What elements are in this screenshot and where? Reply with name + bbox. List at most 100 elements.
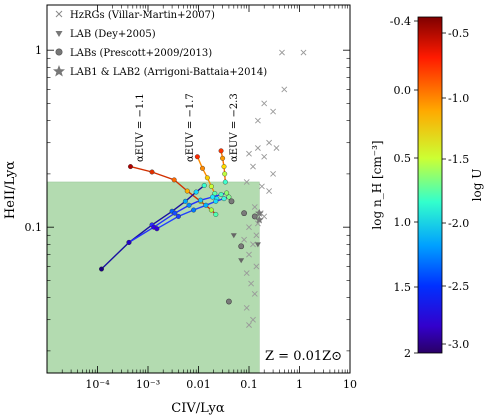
colorbar-right-tick-label: -2.0: [448, 217, 469, 230]
legend: HzRGs (Villar-Martin+2007) LAB (Dey+2005…: [53, 10, 267, 78]
model-track-point: [208, 183, 214, 189]
hzrg-point: [266, 139, 273, 146]
hzrg-point: [246, 224, 252, 231]
model-track-point: [218, 148, 224, 154]
legend-marker-x: [55, 10, 63, 18]
colorbar-left-tick-label: 0.0: [394, 84, 412, 97]
colorbar-right-tick-label: -2.5: [448, 280, 469, 293]
lab-prescott-point: [251, 213, 258, 220]
legend-label-hzrg: HzRGs (Villar-Martin+2007): [70, 10, 215, 21]
colorbar-ticks: -0.4 0.0 0.5 1.0 1.5 2 -0.5 -1.0 -1.5 -2.0 -2.5 -3.…: [390, 15, 469, 360]
hzrg-point: [254, 145, 261, 151]
model-track-point: [191, 207, 197, 213]
colorbar-right-tick-label: -1.0: [448, 92, 469, 105]
hzrg-point: [253, 263, 260, 270]
lab-dey-point: [230, 233, 237, 239]
legend-label-ab: LAB1 & LAB2 (Arrigoni-Battaia+2014): [70, 67, 267, 78]
model-track-point: [175, 213, 181, 219]
colorbar-left-tick-label: 0.5: [394, 152, 412, 165]
colorbar-right-tick-label: -3.0: [448, 338, 469, 351]
colorbar-left-label: log n_H [cm⁻³]: [370, 140, 384, 229]
hzrg-point: [243, 179, 250, 185]
model-track-point: [98, 266, 104, 272]
colorbar-left-tick-label: 1.0: [394, 216, 412, 229]
hzrg-point: [300, 49, 307, 56]
y-tick-label: 0.1: [25, 221, 43, 234]
colorbar-right-label: log U: [470, 169, 484, 202]
model-track-point: [213, 198, 219, 204]
hzrg-point: [270, 108, 277, 115]
model-track-point: [126, 239, 132, 245]
hzrg-point: [248, 280, 255, 287]
hzrg-point: [281, 86, 288, 93]
y-axis-label: HeII/Lyα: [3, 161, 18, 219]
x-axis-label: CIV/Lyα: [171, 401, 225, 415]
hzrg-point: [261, 100, 268, 107]
hzrg-point: [261, 213, 268, 220]
hzrg-point: [270, 170, 277, 177]
alpha-label-3: αEUV = −2.3: [229, 93, 240, 162]
hzrg-point: [243, 270, 250, 277]
hzrg-point: [246, 150, 252, 157]
colorbar-left-tick-label: -0.4: [390, 15, 411, 28]
model-track-point: [172, 210, 178, 216]
hzrg-point: [250, 163, 256, 170]
alpha-label-2: αEUV = −1.7: [185, 93, 196, 162]
model-track-point: [208, 207, 214, 213]
model-track-point: [149, 169, 155, 175]
model-track-point: [210, 194, 216, 200]
lab-prescott-point: [226, 298, 232, 305]
model-track-point: [221, 164, 227, 170]
y-tick-label: 1: [35, 44, 42, 57]
hzrg-point: [251, 290, 258, 297]
model-track-point: [199, 165, 205, 171]
hzrg-point: [279, 49, 285, 56]
model-track-point: [186, 202, 192, 208]
model-track-point: [198, 197, 204, 203]
colorbar: [417, 16, 443, 354]
hzrg-point: [254, 117, 261, 124]
legend-label-dey: LAB (Dey+2005): [70, 29, 156, 40]
x-tick-label: 10: [343, 378, 357, 391]
hzrg-point: [246, 322, 252, 328]
lab-ab-point: [255, 208, 264, 217]
model-track-point: [221, 196, 227, 202]
x-tick-label: 0.1: [240, 378, 258, 391]
hzrg-point: [241, 236, 248, 243]
model-track-point: [203, 202, 209, 208]
x-tick-label: 1: [296, 378, 303, 391]
hzrg-point: [266, 188, 273, 194]
model-track-point: [193, 189, 199, 195]
lab-prescott-point: [238, 243, 245, 250]
hzrg-point: [253, 232, 260, 239]
model-track-point: [213, 211, 219, 217]
shaded-region: [46, 181, 260, 374]
hzrg-point: [251, 204, 258, 210]
colorbar-right-tick-label: -0.5: [448, 27, 469, 40]
model-track-point: [224, 190, 230, 196]
lab-dey-point: [254, 242, 261, 248]
metallicity-annotation: Z = 0.01Z⊙: [265, 349, 342, 364]
model-track-point: [222, 171, 228, 177]
model-track-point: [222, 179, 228, 185]
alpha-label-1: αEUV = −1.1: [135, 93, 146, 162]
x-tick-label: 0.01: [186, 378, 211, 391]
x-tick-label: 10⁻³: [136, 378, 160, 391]
legend-marker-triangle: [55, 31, 63, 37]
legend-marker-star: [53, 65, 65, 77]
plot-layer: [98, 49, 307, 328]
colorbar-left-tick-label: 1.5: [394, 281, 412, 294]
model-track-point: [226, 194, 232, 200]
hzrg-point: [243, 304, 250, 311]
lab-prescott-point: [228, 198, 235, 205]
lab-prescott-point: [241, 210, 248, 217]
model-track-point: [218, 191, 224, 197]
model-track-point: [184, 188, 190, 194]
hzrg-point: [250, 316, 256, 323]
model-track-point: [204, 175, 210, 181]
legend-label-prescott: LABs (Prescott+2009/2013): [70, 48, 212, 59]
legend-marker-circle: [55, 48, 63, 56]
hzrg-point: [273, 145, 280, 151]
model-track-point: [127, 164, 133, 170]
